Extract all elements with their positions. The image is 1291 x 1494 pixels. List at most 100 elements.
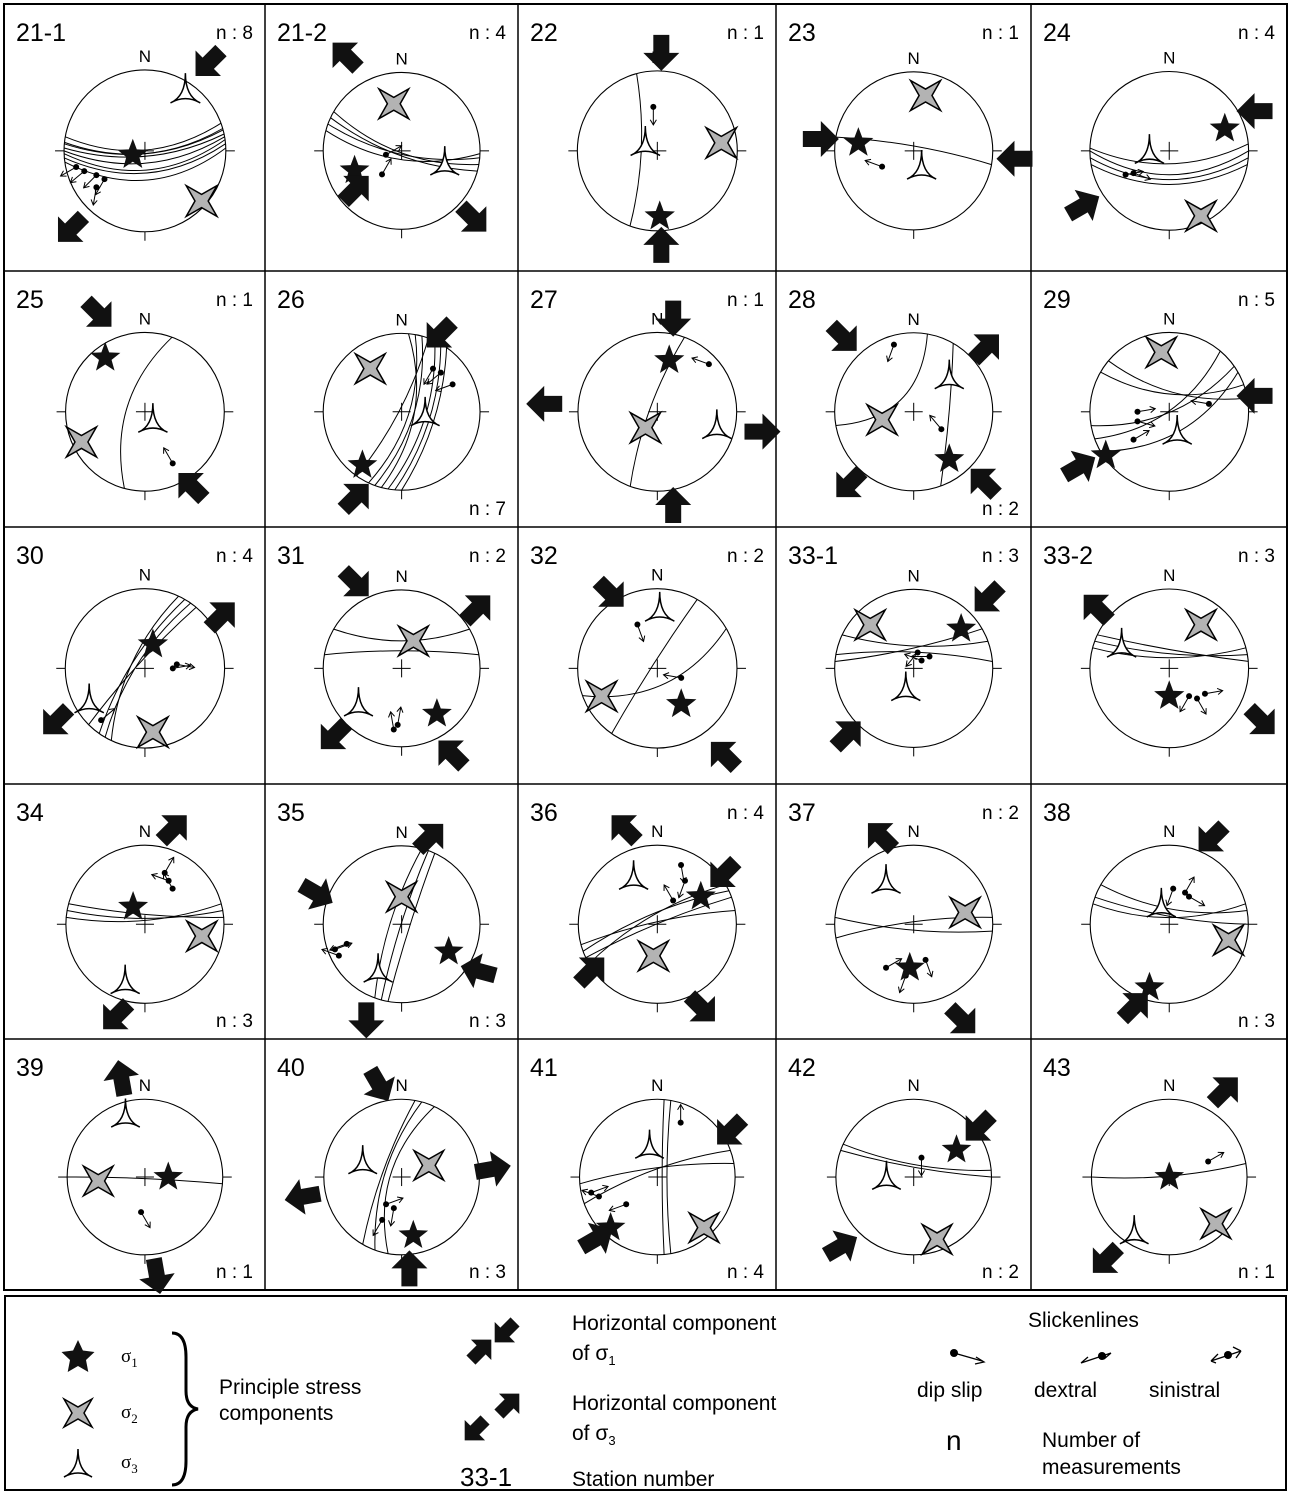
legend-sigma1-label: σ1 xyxy=(121,1346,138,1370)
fault-plane-trace xyxy=(68,903,224,918)
slickenline-point xyxy=(73,164,80,171)
slickenline-point xyxy=(1130,436,1137,443)
sigma2-symbol xyxy=(687,1210,721,1245)
slickenline-arrowhead xyxy=(895,958,903,965)
slickenline xyxy=(1179,695,1190,712)
slickenline-arrowhead xyxy=(1148,421,1156,429)
fault-plane-trace xyxy=(1091,365,1235,427)
sigma1-horizontal-arrow xyxy=(821,1230,858,1263)
slickenline xyxy=(164,857,175,874)
sigma2-symbol xyxy=(135,714,171,750)
slickenline-arrowhead xyxy=(903,652,911,660)
slickenline-arrowhead xyxy=(677,891,684,899)
slickenline-arrowhead xyxy=(581,1188,589,1196)
north-label: N xyxy=(395,49,407,68)
slickenline-arrowhead xyxy=(926,970,934,978)
fault-plane-trace xyxy=(1090,164,1248,185)
slickenline xyxy=(1137,420,1156,427)
sigma2-symbol xyxy=(376,86,411,121)
station-number: 34 xyxy=(16,799,44,827)
sigma3-horizontal-arrow xyxy=(332,42,364,74)
measurement-count: n : 2 xyxy=(982,499,1019,520)
slickenline-arrowhead xyxy=(1217,1151,1225,1158)
slickenline xyxy=(385,145,402,156)
sigma1-horizontal-arrow xyxy=(195,44,227,76)
slickenline-arrowhead xyxy=(898,986,905,994)
station-panel-27: 27n : 1N xyxy=(526,286,781,524)
station-number: 21-1 xyxy=(16,19,66,47)
sigma1-star xyxy=(1154,680,1185,709)
sigma1-star xyxy=(894,951,925,981)
slickenline-arrowhead xyxy=(388,1220,396,1227)
slickenline-arrowhead xyxy=(1143,429,1150,437)
measurement-count: n : 4 xyxy=(1238,23,1275,44)
slickenline xyxy=(1188,896,1205,907)
slickenline xyxy=(83,174,97,189)
sigma3-horizontal-arrow xyxy=(1083,594,1115,626)
fault-plane-trace xyxy=(841,634,989,647)
sigma3-symbol xyxy=(644,591,675,622)
sigma1-horizontal-arrow xyxy=(825,319,857,351)
measurement-count: n : 5 xyxy=(1238,290,1275,311)
station-panel-32: 32 n : 2 N xyxy=(530,542,764,773)
legend-h3-line2: of σ3 xyxy=(572,1422,616,1449)
fault-plane-trace xyxy=(380,333,418,488)
fault-plane-trace xyxy=(1100,884,1248,914)
sigma1-horizontal-arrow xyxy=(1236,93,1273,130)
legend-sigma3-label: σ3 xyxy=(121,1452,138,1476)
slickenline xyxy=(329,943,347,951)
sigma1-horizontal-arrow xyxy=(460,953,498,989)
slickenline-arrowhead xyxy=(396,1196,404,1204)
station-panel-41: 41 n : 4 N xyxy=(530,1054,764,1283)
sigma1-horizontal-arrow xyxy=(1060,450,1096,483)
north-label: N xyxy=(395,1076,407,1095)
slickenline-arrowhead xyxy=(905,660,912,668)
fault-plane-trace xyxy=(1089,143,1249,165)
legend-brace xyxy=(171,1331,199,1487)
fault-plane-trace xyxy=(374,848,423,999)
slickenline-point xyxy=(394,721,401,728)
north-label: N xyxy=(651,1076,663,1095)
sigma1-horizontal-arrow xyxy=(391,1250,428,1287)
station-number: 42 xyxy=(788,1054,816,1082)
slickenline-arrowhead xyxy=(1165,899,1173,907)
measurement-count: n : 2 xyxy=(469,546,506,567)
sigma3-symbol xyxy=(934,359,965,390)
north-label: N xyxy=(1163,48,1175,67)
sigma3-symbol xyxy=(1134,134,1165,165)
fault-plane-trace xyxy=(843,1143,992,1171)
fault-plane-trace xyxy=(580,910,736,946)
legend: σ1 σ2 σ3 Principle stress components Hor… xyxy=(4,1295,1287,1491)
slickenline-point xyxy=(98,717,105,724)
slickenline-arrowhead xyxy=(929,414,936,422)
sigma1-star xyxy=(1134,971,1165,1001)
sigma2-symbol xyxy=(865,402,900,437)
station-panel-36: 36 n : 4 N xyxy=(530,799,764,1022)
north-label: N xyxy=(139,47,151,66)
sigma3-symbol xyxy=(634,1129,665,1159)
sigma1-horizontal-arrow xyxy=(592,575,624,607)
station-number: 32 xyxy=(530,542,558,570)
fault-plane-trace xyxy=(333,111,479,166)
slickenline-point xyxy=(382,151,389,158)
slickenline-arrowhead xyxy=(1216,687,1224,695)
legend-sinistral: sinistral xyxy=(1149,1379,1221,1402)
fault-plane-trace xyxy=(88,606,197,725)
station-number: 43 xyxy=(1043,1054,1071,1082)
slickenline-point xyxy=(1170,885,1177,892)
north-label: N xyxy=(139,566,151,585)
station-number: 31 xyxy=(277,542,305,570)
sigma1-horizontal-arrow xyxy=(655,300,692,337)
sigma3-horizontal-arrow xyxy=(459,595,491,627)
north-label: N xyxy=(651,822,663,841)
north-label: N xyxy=(908,310,920,329)
sigma3-symbol xyxy=(410,396,440,427)
legend-h1-line1: Horizontal component xyxy=(572,1312,777,1335)
station-number: 33-2 xyxy=(1043,542,1093,570)
slickenline-arrowhead xyxy=(372,1229,379,1237)
sigma1-horizontal-arrow xyxy=(829,721,861,753)
fault-plane-trace xyxy=(380,850,429,1001)
sigma2-symbol xyxy=(636,938,671,973)
sigma2-symbol xyxy=(353,351,388,386)
